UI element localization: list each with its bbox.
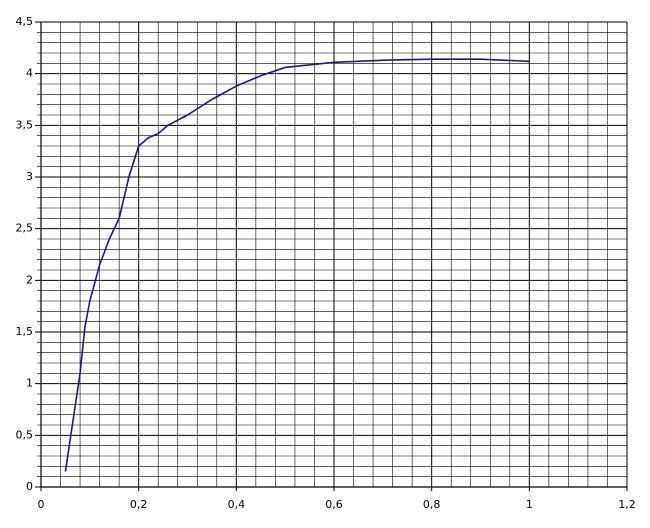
y-tick-label: 1,5 bbox=[16, 325, 34, 338]
y-tick-label: 4 bbox=[26, 67, 33, 80]
x-tick-label: 0 bbox=[38, 498, 45, 511]
y-tick-label: 2 bbox=[26, 273, 33, 286]
y-tick-label: 0,5 bbox=[16, 428, 34, 441]
y-tick-label: 3,5 bbox=[16, 118, 34, 131]
x-tick-label: 1,2 bbox=[618, 498, 636, 511]
y-tick-label: 1 bbox=[26, 377, 33, 390]
x-tick-label: 1 bbox=[526, 498, 533, 511]
y-tick-label: 0 bbox=[26, 480, 33, 493]
data-line bbox=[64, 58, 530, 472]
x-tick-label: 0,2 bbox=[130, 498, 148, 511]
y-tick-label: 3 bbox=[26, 170, 33, 183]
x-tick-label: 0,4 bbox=[228, 498, 246, 511]
y-tick-label: 2,5 bbox=[16, 222, 34, 235]
y-tick-label: 4,5 bbox=[16, 15, 34, 28]
x-tick-label: 0,6 bbox=[325, 498, 343, 511]
x-tick-label: 0,8 bbox=[423, 498, 441, 511]
